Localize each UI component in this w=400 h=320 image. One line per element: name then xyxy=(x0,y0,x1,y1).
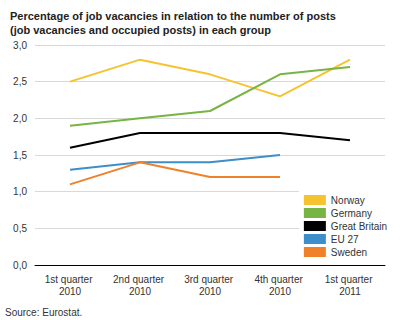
svg-text:3,0: 3,0 xyxy=(13,40,27,51)
svg-text:1st quarter: 1st quarter xyxy=(45,274,96,285)
svg-text:Source: Eurostat.: Source: Eurostat. xyxy=(5,307,82,318)
svg-text:Germany: Germany xyxy=(331,208,372,219)
svg-text:1st quarter: 1st quarter xyxy=(325,274,376,285)
svg-text:2,5: 2,5 xyxy=(13,76,27,87)
svg-text:2010: 2010 xyxy=(129,286,152,297)
svg-text:3rd quarter: 3rd quarter xyxy=(184,274,236,285)
svg-text:Great Britain: Great Britain xyxy=(331,221,387,232)
svg-text:Norway: Norway xyxy=(331,195,365,206)
svg-text:2,0: 2,0 xyxy=(13,113,27,124)
svg-text:0,0: 0,0 xyxy=(13,260,27,271)
svg-text:0,5: 0,5 xyxy=(13,223,27,234)
svg-text:Sweden: Sweden xyxy=(331,247,367,258)
svg-text:2010: 2010 xyxy=(199,286,222,297)
svg-text:1,0: 1,0 xyxy=(13,186,27,197)
svg-text:4th quarter: 4th quarter xyxy=(254,274,305,285)
svg-text:EU 27: EU 27 xyxy=(331,234,359,245)
svg-text:Percentage of job vacancies in: Percentage of job vacancies in relation … xyxy=(10,10,339,22)
svg-text:2010: 2010 xyxy=(59,286,82,297)
svg-text:2010: 2010 xyxy=(269,286,292,297)
svg-text:2nd quarter: 2nd quarter xyxy=(113,274,167,285)
svg-text:(job vacancies and occupied po: (job vacancies and occupied posts) in ea… xyxy=(10,24,271,36)
svg-text:2011: 2011 xyxy=(339,286,361,297)
svg-text:1,5: 1,5 xyxy=(13,150,27,161)
